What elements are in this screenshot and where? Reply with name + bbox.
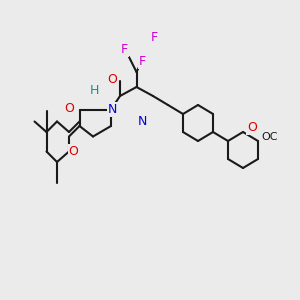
Text: F: F: [121, 43, 128, 56]
Text: F: F: [151, 31, 158, 44]
Text: OC: OC: [261, 131, 278, 142]
Text: O: O: [69, 145, 78, 158]
Text: H: H: [90, 83, 99, 97]
Text: O: O: [247, 121, 257, 134]
Text: O: O: [108, 73, 117, 86]
Text: F: F: [139, 55, 146, 68]
Text: N: N: [138, 115, 147, 128]
Text: O: O: [64, 101, 74, 115]
Text: N: N: [108, 103, 117, 116]
